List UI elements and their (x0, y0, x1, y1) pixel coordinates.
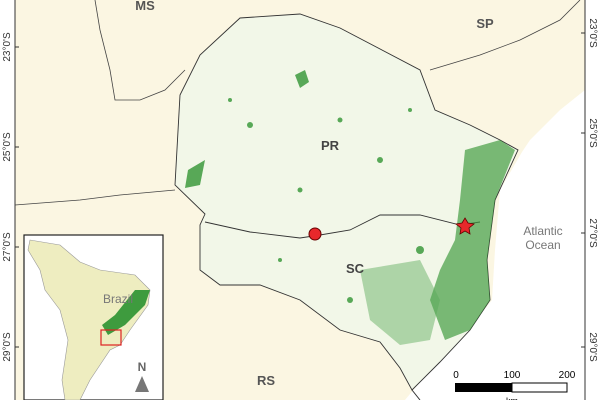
north-label: N (138, 360, 147, 374)
north-arrow-icon (135, 376, 149, 392)
country-border (14, 189, 176, 206)
scale-100: 100 (504, 370, 521, 381)
lat-ticks (15, 32, 585, 348)
label-pr: PR (321, 138, 340, 153)
label-sp: SP (476, 16, 494, 31)
inset-atlantic-forest (102, 290, 150, 335)
lat-left-25: 25°0'S (2, 132, 13, 162)
lat-right-27: 27°0'S (587, 218, 598, 248)
inset-label-brazil: Brazil (103, 292, 133, 306)
label-ocean-2: Ocean (525, 238, 560, 252)
lat-right-23: 23°0'S (587, 18, 598, 48)
state-border-ms (94, 0, 186, 101)
label-ms: MS (135, 0, 155, 13)
lat-right-25: 25°0'S (587, 118, 598, 148)
inset-study-box (100, 329, 122, 346)
scale-0: 0 (453, 370, 459, 381)
coastline-south (411, 389, 421, 400)
label-sc: SC (346, 261, 365, 276)
pr-sc-border (204, 214, 481, 239)
study-site-circle-marker (308, 227, 322, 241)
scale-unit: km (506, 396, 518, 400)
scale-200: 200 (559, 370, 576, 381)
study-site-star-marker (455, 217, 475, 235)
lat-right-29: 29°0'S (587, 332, 598, 362)
inset-south-america (27, 239, 151, 400)
lat-left-27: 27°0'S (2, 232, 13, 262)
state-border-sp (429, 0, 581, 71)
scale-bar: 0 100 200 km (453, 370, 576, 400)
lat-left-29: 29°0'S (2, 332, 13, 362)
label-rs: RS (257, 373, 275, 388)
inset-map: Brazil N (23, 234, 164, 400)
lat-left-23: 23°0'S (2, 32, 13, 62)
forest-cover (185, 70, 515, 345)
label-ocean-1: Atlantic (523, 224, 562, 238)
